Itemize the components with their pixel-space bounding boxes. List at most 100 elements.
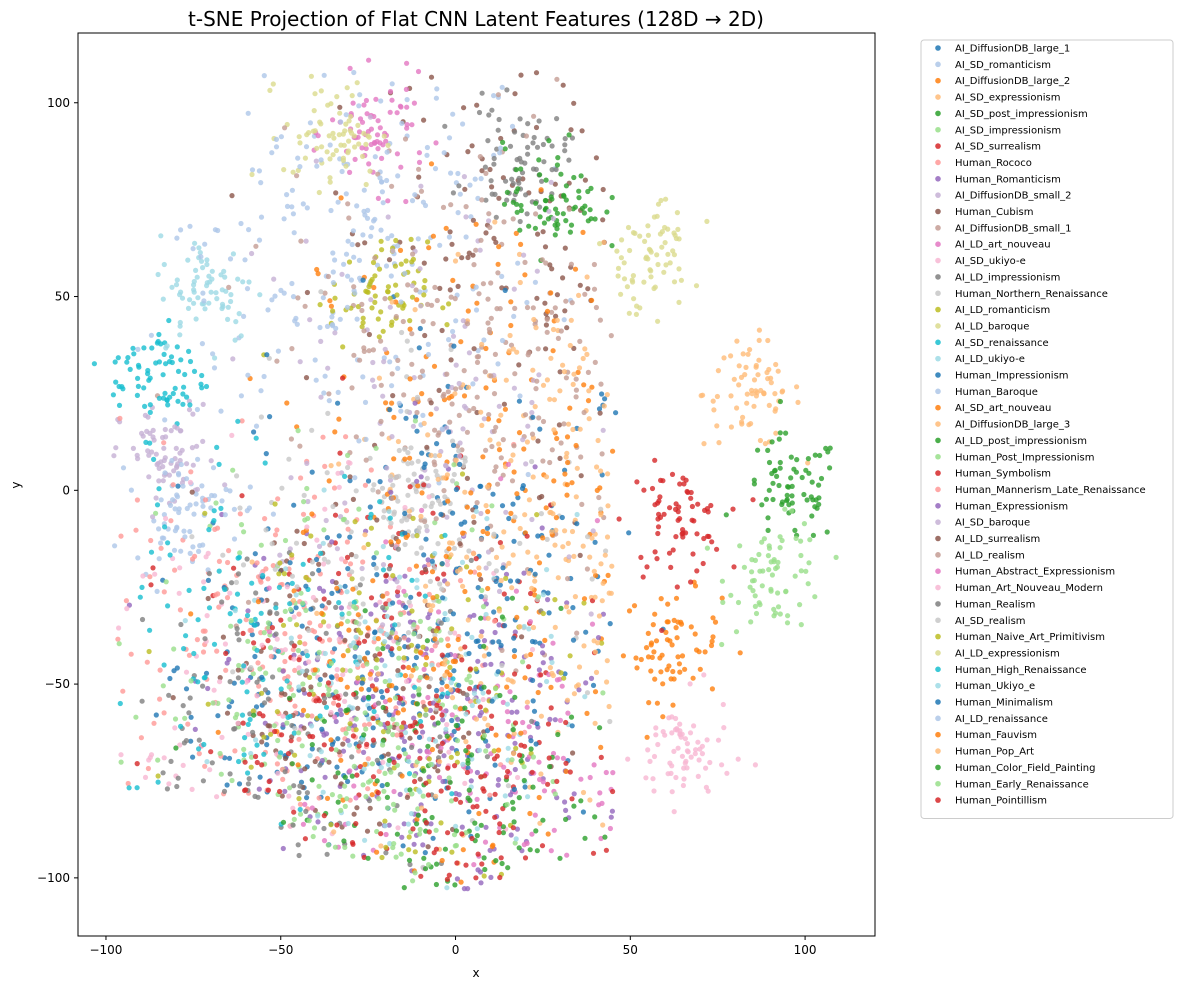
data-point — [654, 556, 660, 562]
data-point — [380, 742, 386, 748]
data-point — [183, 686, 190, 692]
data-point — [162, 455, 168, 461]
data-point — [626, 608, 633, 614]
data-point — [321, 72, 327, 78]
data-point — [463, 204, 469, 210]
data-point — [344, 539, 350, 545]
data-point — [303, 574, 309, 581]
data-point — [302, 801, 308, 808]
data-point — [651, 649, 657, 655]
data-point — [375, 118, 381, 124]
data-point — [511, 129, 518, 135]
data-point — [564, 852, 570, 858]
data-point — [736, 382, 742, 388]
data-point — [607, 621, 613, 627]
data-point — [530, 414, 536, 420]
data-point — [564, 482, 570, 488]
data-point — [317, 713, 323, 719]
data-point — [415, 236, 421, 242]
data-point — [483, 345, 489, 352]
data-point — [418, 723, 424, 729]
data-point — [335, 736, 341, 742]
data-point — [202, 763, 208, 769]
data-point — [200, 628, 206, 634]
data-point — [428, 161, 435, 167]
data-point — [270, 674, 276, 680]
data-point — [513, 230, 519, 236]
data-point — [373, 618, 379, 624]
data-point — [443, 726, 449, 732]
data-point — [621, 276, 628, 282]
data-point — [682, 736, 689, 742]
data-point — [422, 332, 428, 339]
data-point — [289, 761, 295, 767]
data-point — [213, 290, 219, 296]
data-point — [663, 262, 669, 268]
data-point — [710, 634, 716, 640]
data-point — [522, 259, 528, 265]
data-point — [794, 384, 800, 390]
data-point — [291, 614, 297, 620]
data-point — [474, 359, 481, 365]
data-point — [765, 527, 771, 534]
data-point — [410, 878, 416, 884]
data-point — [523, 605, 529, 611]
data-point — [470, 804, 476, 810]
data-point — [291, 643, 297, 649]
data-point — [464, 321, 471, 327]
data-point — [384, 149, 390, 155]
legend-marker — [935, 355, 941, 362]
data-point — [380, 622, 386, 628]
data-point — [236, 781, 243, 787]
data-point — [438, 788, 444, 794]
data-point — [177, 742, 183, 748]
data-point — [296, 611, 302, 617]
data-point — [561, 421, 567, 427]
data-point — [235, 571, 242, 577]
data-point — [354, 316, 360, 322]
data-point — [385, 761, 391, 768]
data-point — [411, 622, 417, 628]
data-point — [552, 791, 558, 797]
data-point — [302, 155, 308, 161]
data-point — [600, 217, 606, 223]
data-point — [335, 389, 341, 395]
data-point — [455, 210, 461, 216]
data-point — [370, 737, 376, 743]
data-point — [140, 433, 146, 439]
data-point — [147, 430, 153, 436]
data-point — [336, 484, 342, 490]
data-point — [772, 467, 778, 473]
data-point — [540, 592, 546, 598]
data-point — [535, 438, 541, 444]
data-point — [410, 515, 416, 522]
data-point — [485, 585, 491, 592]
data-point — [409, 283, 415, 289]
data-point — [553, 515, 560, 521]
data-point — [374, 757, 380, 763]
legend-item: Human_Early_Renaissance — [935, 779, 1089, 790]
data-point — [529, 718, 535, 725]
data-point — [585, 369, 592, 375]
legend-label: Human_Art_Nouveau_Modern — [955, 583, 1103, 594]
data-point — [194, 274, 200, 280]
data-point — [554, 677, 561, 683]
data-point — [795, 399, 801, 405]
data-point — [321, 487, 327, 493]
data-point — [254, 759, 260, 766]
data-point — [673, 715, 679, 722]
data-point — [367, 504, 373, 510]
data-point — [590, 528, 596, 534]
data-point — [421, 768, 427, 774]
data-point — [339, 611, 345, 617]
data-point — [185, 721, 191, 727]
data-point — [314, 145, 320, 151]
data-point — [177, 565, 183, 571]
data-point — [752, 557, 759, 564]
data-point — [580, 809, 587, 815]
data-point — [291, 652, 297, 658]
data-point — [205, 685, 211, 692]
data-point — [588, 611, 594, 617]
data-point — [471, 262, 477, 268]
data-point — [156, 331, 162, 338]
